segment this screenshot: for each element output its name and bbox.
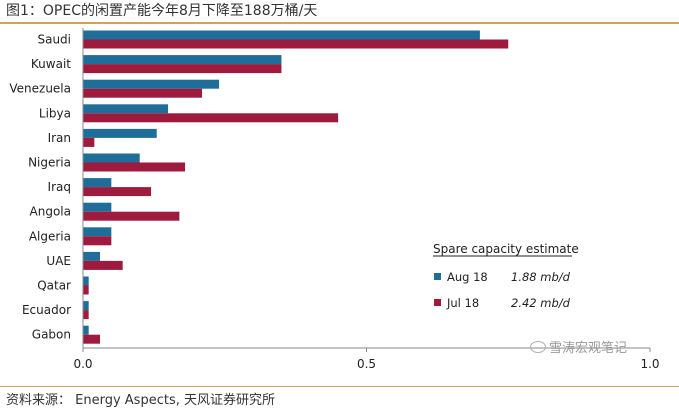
bar-gabon-jul18 [83,334,101,344]
legend-value-jul18: 2.42 mb/d [511,296,571,310]
x-tick-label-2: 1.0 [640,357,659,371]
legend: Spare capacity estimate Aug 18 1.88 mb/d… [433,242,579,310]
legend-swatch-aug18 [434,273,441,280]
legend-label-jul18: Jul 18 [446,296,479,310]
bar-venezuela-aug18 [83,79,220,89]
legend-label-aug18: Aug 18 [447,270,488,284]
category-label-angola: Angola [30,205,71,219]
bar-qatar-jul18 [83,285,89,295]
legend-swatch-jul18 [434,299,441,306]
category-label-saudi: Saudi [37,33,71,47]
watermark-text: 雪涛宏观笔记 [549,341,628,356]
bar-angola-aug18 [83,202,112,212]
bar-qatar-aug18 [83,276,89,286]
bar-algeria-jul18 [83,236,112,246]
bar-iran-aug18 [83,128,157,138]
bar-uae-jul18 [83,260,123,270]
bottom-divider [0,386,679,387]
source-note: 资料来源： Energy Aspects, 天风证券研究所 [6,393,275,408]
category-label-uae: UAE [46,254,71,268]
bar-kuwait-aug18 [83,55,282,65]
x-tick-label-0: 0.0 [73,357,92,371]
x-axis-ticks: 0.0 0.5 1.0 [73,348,660,371]
category-labels: Saudi Kuwait Venezuela Libya Iran Nigeria Iraq… [9,33,71,342]
bar-ecuador-jul18 [83,310,89,320]
top-divider [0,22,679,24]
bar-saudi-jul18 [83,39,509,49]
legend-title: Spare capacity estimate [433,242,579,256]
bar-nigeria-aug18 [83,153,140,163]
category-label-libya: Libya [39,106,71,120]
chart-title: 图1：OPEC的闲置产能今年8月下降至188万桶/天 [6,3,318,19]
bar-iraq-jul18 [83,187,152,197]
watermark: 雪涛宏观笔记 [530,340,627,358]
category-label-kuwait: Kuwait [31,57,71,71]
bar-uae-aug18 [83,251,101,261]
category-label-algeria: Algeria [29,229,71,243]
bar-libya-aug18 [83,104,169,114]
category-label-nigeria: Nigeria [28,156,71,170]
category-label-iraq: Iraq [48,180,71,194]
wechat-icon [530,341,546,353]
bar-iran-jul18 [83,137,95,147]
bar-kuwait-jul18 [83,64,282,74]
category-label-iran: Iran [48,131,71,145]
bar-venezuela-jul18 [83,88,203,98]
bar-nigeria-jul18 [83,162,186,172]
legend-value-aug18: 1.88 mb/d [511,270,571,284]
bar-libya-jul18 [83,113,339,123]
x-tick-label-1: 0.5 [357,357,376,371]
bar-chart: Saudi Kuwait Venezuela Libya Iran Nigeria Iraq… [9,28,660,371]
bar-algeria-aug18 [83,227,112,237]
bar-gabon-aug18 [83,325,89,335]
category-label-ecuador: Ecuador [22,303,71,317]
bar-angola-jul18 [83,211,180,221]
bar-ecuador-aug18 [83,301,89,311]
bar-saudi-aug18 [83,30,480,40]
category-label-qatar: Qatar [37,279,71,293]
bars [83,30,509,344]
bar-iraq-aug18 [83,178,112,188]
category-label-venezuela: Venezuela [9,82,71,96]
category-label-gabon: Gabon [32,328,71,342]
